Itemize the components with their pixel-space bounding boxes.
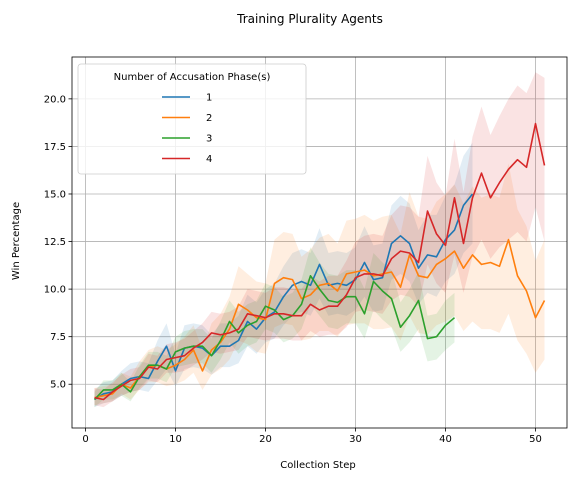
series-1-line [94, 193, 474, 401]
x-tick-label: 50 [529, 434, 542, 445]
legend-items: 1 2 3 4 [162, 93, 212, 165]
x-tick-label: 20 [259, 434, 272, 445]
series-4-line [94, 122, 546, 401]
series-1-band [94, 142, 473, 408]
y-tick-label: 17.5 [44, 142, 66, 153]
y-axis: 5.0 7.5 10.0 12.5 15.0 17.5 20.0 [44, 94, 72, 391]
chart-title: Training Plurality Agents [236, 12, 383, 26]
legend-label-2: 2 [206, 113, 212, 124]
y-tick-label: 15.0 [44, 189, 66, 200]
y-tick-label: 10.0 [44, 285, 66, 296]
plot-frame [71, 56, 568, 429]
legend-box [77, 63, 307, 175]
x-axis-title: Collection Step [280, 460, 355, 471]
x-tick-label: 40 [439, 434, 452, 445]
series-4-band [94, 72, 545, 408]
series-3-band [94, 247, 455, 408]
legend-label-4: 4 [206, 154, 212, 165]
legend-title: Number of Accusation Phase(s) [114, 72, 271, 83]
x-tick-label: 30 [349, 434, 362, 445]
y-tick-label: 5.0 [50, 380, 66, 391]
y-tick-label: 7.5 [50, 332, 66, 343]
legend-label-3: 3 [206, 134, 212, 145]
series-lines [93, 122, 546, 401]
x-axis: 0 10 20 30 40 50 [82, 428, 542, 445]
series-2-line [94, 238, 546, 399]
legend-label-1: 1 [206, 93, 212, 104]
x-tick-label: 10 [169, 434, 182, 445]
y-tick-label: 12.5 [44, 237, 66, 248]
series-3-line [93, 274, 456, 401]
y-tick-label: 20.0 [44, 94, 66, 105]
x-tick-label: 0 [82, 434, 88, 445]
legend: Number of Accusation Phase(s) 1 2 3 4 [77, 63, 307, 175]
y-axis-title: Win Percentage [11, 202, 22, 280]
